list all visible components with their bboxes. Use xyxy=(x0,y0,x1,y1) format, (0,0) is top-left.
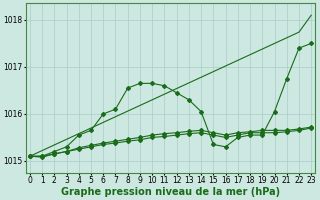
X-axis label: Graphe pression niveau de la mer (hPa): Graphe pression niveau de la mer (hPa) xyxy=(61,187,280,197)
